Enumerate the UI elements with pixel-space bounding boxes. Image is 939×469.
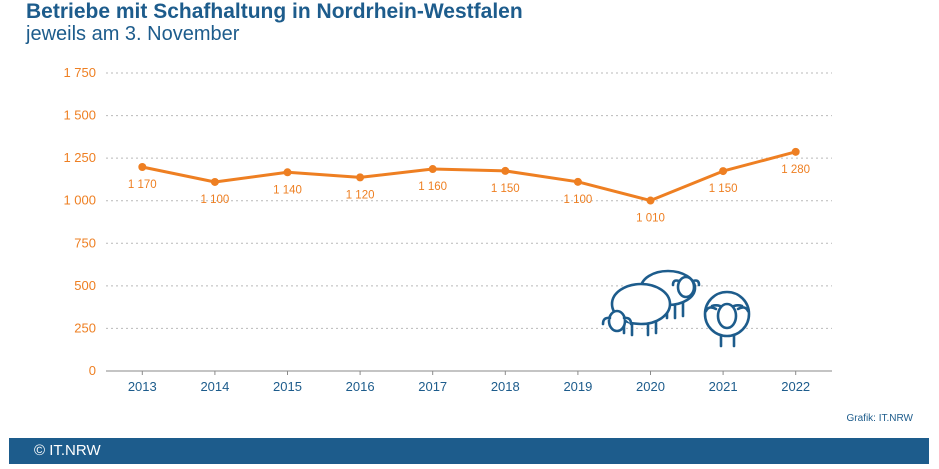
- chart-subtitle: jeweils am 3. November: [26, 23, 240, 45]
- data-label: 1 150: [491, 183, 520, 195]
- y-tick-label: 1 000: [63, 193, 96, 208]
- data-label: 1 140: [273, 184, 302, 196]
- x-tick-label: 2022: [781, 379, 810, 394]
- data-point: [356, 173, 365, 182]
- sheep-group-icon: [601, 269, 751, 348]
- data-label: 1 100: [564, 194, 593, 206]
- y-tick-label: 1 500: [63, 108, 96, 123]
- y-tick-label: 250: [74, 320, 96, 335]
- data-label: 1 100: [201, 194, 230, 206]
- copyright-text: © IT.NRW: [34, 442, 101, 459]
- x-tick-label: 2017: [418, 379, 447, 394]
- x-tick-label: 2016: [346, 379, 375, 394]
- x-tick-label: 2021: [709, 379, 738, 394]
- y-tick-label: 1 250: [63, 150, 96, 165]
- x-tick-label: 2014: [200, 379, 229, 394]
- x-tick-label: 2013: [128, 379, 157, 394]
- y-tick-label: 500: [74, 278, 96, 293]
- data-label: 1 120: [346, 189, 375, 201]
- data-label: 1 170: [128, 179, 157, 191]
- data-point: [138, 162, 147, 171]
- x-tick-label: 2015: [273, 379, 302, 394]
- x-tick-label: 2019: [563, 379, 592, 394]
- chart-credit: Grafik: IT.NRW: [846, 413, 913, 424]
- y-tick-label: 750: [74, 235, 96, 250]
- x-tick-label: 2020: [636, 379, 665, 394]
- data-point: [283, 168, 292, 177]
- chart-title: Betriebe mit Schafhaltung in Nordrhein-W…: [26, 0, 523, 23]
- x-tick-label: 2018: [491, 379, 520, 394]
- series-line: [141, 150, 797, 203]
- data-label: 1 150: [709, 183, 738, 195]
- data-point: [210, 177, 219, 186]
- data-point: [719, 167, 728, 176]
- footer-bar: © IT.NRW: [9, 438, 929, 464]
- data-label: 1 010: [636, 213, 665, 225]
- data-label: 1 280: [781, 164, 810, 176]
- data-point: [573, 177, 582, 186]
- y-tick-label: 1 750: [63, 65, 96, 80]
- data-point: [646, 196, 655, 205]
- y-tick-label: 0: [89, 363, 96, 378]
- data-point: [791, 147, 800, 156]
- data-label: 1 160: [418, 181, 447, 193]
- data-point: [501, 166, 510, 175]
- data-point: [428, 165, 437, 174]
